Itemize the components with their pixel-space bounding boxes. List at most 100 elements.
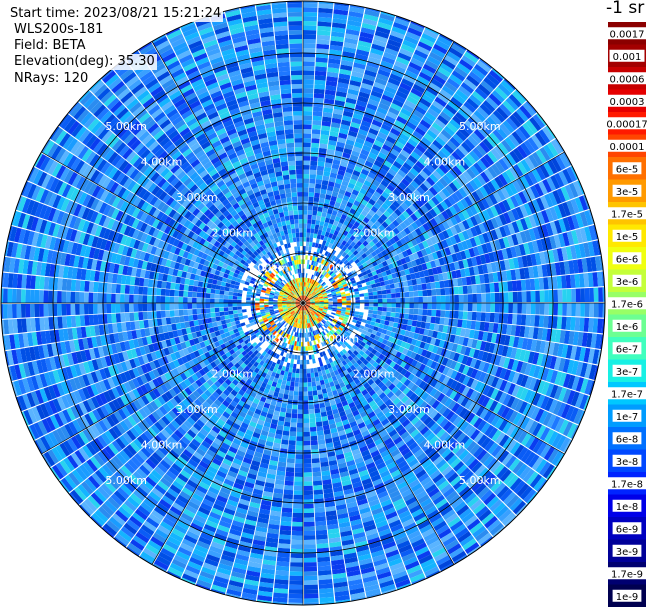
range-gate xyxy=(330,35,345,43)
range-gate xyxy=(454,148,466,159)
range-gate xyxy=(336,174,344,181)
range-gate xyxy=(316,257,321,263)
range-gate xyxy=(368,295,374,300)
range-gate xyxy=(437,232,446,241)
range-gate xyxy=(422,289,428,297)
range-gate xyxy=(313,260,317,266)
range-gate xyxy=(382,294,387,299)
range-gate xyxy=(303,25,317,31)
range-gate xyxy=(527,137,539,152)
range-gate xyxy=(322,295,328,298)
range-gate xyxy=(445,295,450,303)
range-gate xyxy=(372,86,384,95)
range-gate xyxy=(303,34,317,40)
range-gate xyxy=(448,318,454,327)
range-gate xyxy=(316,34,331,41)
range-gate xyxy=(370,90,383,99)
range-gate xyxy=(310,299,315,302)
range-gate xyxy=(295,454,303,459)
range-gate xyxy=(314,188,321,194)
range-gate xyxy=(402,210,410,219)
range-gate xyxy=(440,310,446,318)
range-gate xyxy=(303,142,311,148)
range-gate xyxy=(385,233,393,241)
range-gate xyxy=(355,181,364,188)
range-gate xyxy=(443,317,450,326)
range-gate xyxy=(286,403,293,409)
range-gate xyxy=(490,148,502,161)
range-gate xyxy=(307,292,311,297)
range-gate xyxy=(485,293,491,303)
range-gate xyxy=(407,319,413,326)
range-gate xyxy=(360,258,366,265)
range-gate xyxy=(424,59,439,70)
range-gate xyxy=(354,308,360,312)
range-gate xyxy=(350,279,357,285)
range-gate xyxy=(361,22,377,31)
range-gate xyxy=(538,181,548,195)
range-gate xyxy=(303,422,310,428)
range-gate xyxy=(486,73,500,87)
range-gate xyxy=(396,136,407,146)
range-gate xyxy=(428,160,439,170)
range-gate xyxy=(303,12,318,17)
range-gate xyxy=(420,67,435,78)
range-gate xyxy=(317,267,321,273)
range-gate xyxy=(304,291,307,296)
range-gate xyxy=(315,179,323,185)
range-gate xyxy=(566,200,576,215)
range-gate xyxy=(373,159,383,168)
range-gate xyxy=(568,182,579,198)
range-gate xyxy=(319,220,325,227)
range-gate xyxy=(289,580,303,585)
range-gate xyxy=(299,373,303,378)
range-gate xyxy=(355,196,363,203)
range-gate xyxy=(310,368,315,374)
range-gate xyxy=(525,100,537,114)
range-gate xyxy=(322,293,328,297)
range-gate xyxy=(303,165,310,170)
range-gate xyxy=(335,279,341,284)
range-gate xyxy=(368,52,383,61)
range-gate xyxy=(412,53,427,64)
range-gate xyxy=(303,214,308,220)
range-gate xyxy=(312,210,318,216)
range-gate xyxy=(321,230,326,236)
range-gate xyxy=(507,222,516,235)
range-gate xyxy=(303,106,313,112)
range-gate xyxy=(299,364,303,369)
range-gate xyxy=(339,276,345,282)
range-gate xyxy=(464,138,476,150)
range-gate xyxy=(397,86,410,96)
range-gate xyxy=(459,159,470,171)
range-gate xyxy=(369,183,378,191)
range-gate xyxy=(336,281,342,286)
range-gate xyxy=(324,272,329,278)
range-gate xyxy=(441,187,451,198)
range-gate xyxy=(303,97,314,103)
range-gate xyxy=(319,288,325,292)
range-gate xyxy=(318,294,323,298)
range-gate xyxy=(314,224,320,230)
range-gate xyxy=(377,151,388,160)
range-gate xyxy=(312,471,322,477)
range-gate xyxy=(290,562,303,567)
range-gate xyxy=(466,74,480,87)
range-gate xyxy=(437,132,449,144)
range-gate xyxy=(314,297,319,300)
range-gate xyxy=(391,69,405,78)
range-gate xyxy=(386,135,397,145)
range-gate xyxy=(319,274,324,279)
range-gate xyxy=(352,231,359,238)
range-gate xyxy=(472,147,484,159)
range-gate xyxy=(332,159,341,166)
range-gate xyxy=(550,174,561,190)
range-gate xyxy=(519,105,532,120)
range-gate xyxy=(306,292,309,297)
range-gate xyxy=(318,268,323,274)
range-gate xyxy=(578,195,588,211)
range-gate xyxy=(397,205,406,214)
range-gate xyxy=(315,520,327,527)
range-gate xyxy=(332,113,343,120)
range-gate xyxy=(309,183,316,189)
